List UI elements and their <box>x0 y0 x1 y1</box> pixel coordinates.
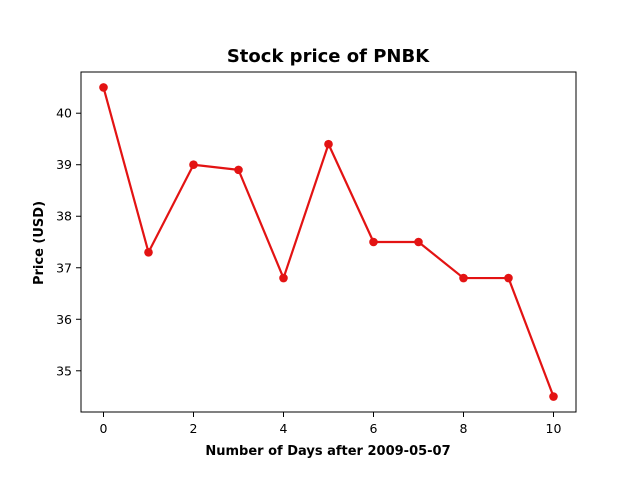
data-point <box>279 273 288 283</box>
x-tick-label: 6 <box>370 421 378 436</box>
data-point <box>189 160 198 170</box>
x-tick-label: 0 <box>100 421 108 436</box>
chart-title: Stock price of PNBK <box>227 46 430 67</box>
y-tick-label: 35 <box>56 363 72 378</box>
data-point <box>234 165 243 175</box>
y-tick-label: 37 <box>56 260 72 275</box>
data-point <box>504 273 513 283</box>
series-line <box>102 87 555 397</box>
y-axis-label: Price (USD) <box>32 201 47 285</box>
y-tick-label: 36 <box>56 312 72 327</box>
x-tick-label: 10 <box>546 421 562 436</box>
data-point <box>459 273 468 283</box>
data-point <box>414 237 423 247</box>
x-tick-label: 4 <box>280 421 288 436</box>
x-tick-label: 2 <box>190 421 198 436</box>
data-point <box>369 237 378 247</box>
x-axis-label: Number of Days after 2009-05-07 <box>205 444 450 459</box>
data-point <box>549 392 558 401</box>
plot-frame <box>80 71 577 413</box>
data-point <box>144 248 153 257</box>
data-point <box>99 83 108 92</box>
plot-area: 0 2 4 6 8 10 35 36 37 38 39 40 <box>56 71 577 436</box>
y-tick-label: 39 <box>56 157 72 172</box>
data-point <box>324 139 333 149</box>
y-tick-label: 38 <box>56 209 72 224</box>
y-tick-label: 40 <box>56 106 72 121</box>
x-tick-label: 8 <box>460 421 468 436</box>
